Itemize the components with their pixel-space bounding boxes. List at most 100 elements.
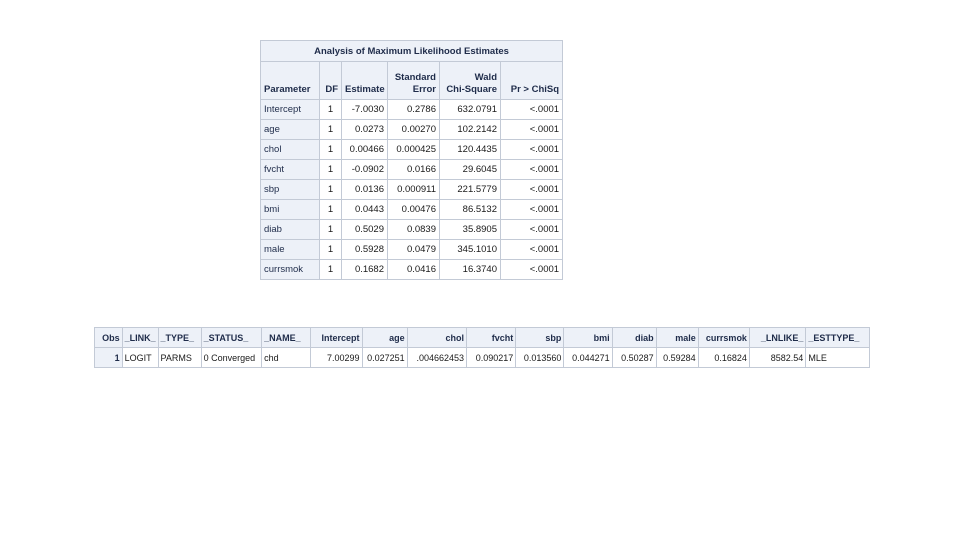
std-error-label-line2: Error — [412, 84, 436, 95]
col-header-link: _LINK_ — [121, 327, 159, 348]
table-row: age 1 0.0273 0.00270 102.2142 <.0001 — [260, 119, 564, 140]
col-header-diab: diab — [611, 327, 657, 348]
cell-parameter: age — [260, 119, 320, 140]
col-header-esttype: _ESTTYPE_ — [805, 327, 870, 348]
cell-std-error: 0.00476 — [387, 199, 440, 220]
col-header-male: male — [655, 327, 699, 348]
col-header-chol: chol — [406, 327, 468, 348]
cell-parameter: currsmok — [260, 259, 320, 280]
cell-df: 1 — [319, 159, 342, 180]
cell-estimate: 0.00466 — [341, 139, 388, 160]
cell-std-error: 0.0839 — [387, 219, 440, 240]
cell-df: 1 — [319, 179, 342, 200]
cell-df: 1 — [319, 99, 342, 120]
table-row: 1 LOGIT PARMS 0 Converged chd 7.00299 0.… — [94, 347, 870, 368]
cell-pvalue: <.0001 — [499, 199, 564, 220]
col-header-sbp: sbp — [515, 327, 565, 348]
cell-name: chd — [261, 347, 312, 368]
col-header-currsmok: currsmok — [697, 327, 750, 348]
cell-std-error: 0.000425 — [387, 139, 440, 160]
cell-link: LOGIT — [121, 347, 159, 368]
cell-pvalue: <.0001 — [499, 239, 564, 260]
cell-std-error: 0.0166 — [387, 159, 440, 180]
cell-estimate: 0.0136 — [341, 179, 388, 200]
cell-sbp: 0.013560 — [515, 347, 565, 368]
cell-pvalue: <.0001 — [499, 119, 564, 140]
cell-chisq: 16.3740 — [439, 259, 501, 280]
cell-pvalue: <.0001 — [499, 139, 564, 160]
col-header-status: _STATUS_ — [200, 327, 263, 348]
col-header-type: _TYPE_ — [157, 327, 202, 348]
cell-df: 1 — [319, 199, 342, 220]
cell-estimate: 0.1682 — [341, 259, 388, 280]
cell-type: PARMS — [157, 347, 202, 368]
cell-estimate: -7.0030 — [341, 99, 388, 120]
parameter-dataset-table: Obs _LINK_ _TYPE_ _STATUS_ _NAME_ Interc… — [94, 327, 870, 368]
col-header-df: DF — [319, 61, 342, 100]
col-header-lnlike: _LNLIKE_ — [748, 327, 807, 348]
std-error-label-line1: Standard — [394, 72, 436, 83]
cell-diab: 0.50287 — [611, 347, 657, 368]
cell-status: 0 Converged — [200, 347, 263, 368]
cell-pvalue: <.0001 — [499, 159, 564, 180]
col-header-obs: Obs — [94, 327, 123, 348]
cell-df: 1 — [319, 259, 342, 280]
cell-estimate: 0.5928 — [341, 239, 388, 260]
col-header-fvcht: fvcht — [466, 327, 517, 348]
col-header-wald-chisq: Wald Chi-Square — [439, 61, 501, 100]
cell-parameter: male — [260, 239, 320, 260]
cell-lnlike: 8582.54 — [748, 347, 807, 368]
cell-df: 1 — [319, 139, 342, 160]
cell-chisq: 29.6045 — [439, 159, 501, 180]
cell-pvalue: <.0001 — [499, 259, 564, 280]
col-header-name: _NAME_ — [261, 327, 312, 348]
cell-pvalue: <.0001 — [499, 99, 564, 120]
cell-parameter: fvcht — [260, 159, 320, 180]
cell-intercept: 7.00299 — [310, 347, 363, 368]
table-row: diab 1 0.5029 0.0839 35.8905 <.0001 — [260, 219, 564, 240]
cell-chisq: 120.4435 — [439, 139, 501, 160]
table-row: male 1 0.5928 0.0479 345.1010 <.0001 — [260, 239, 564, 260]
col-header-std-error: Standard Error — [387, 61, 440, 100]
mle-estimates-table: Analysis of Maximum Likelihood Estimates… — [259, 40, 564, 280]
cell-parameter: bmi — [260, 199, 320, 220]
wald-label-line2: Chi-Square — [446, 84, 497, 95]
table-row: sbp 1 0.0136 0.000911 221.5779 <.0001 — [260, 179, 564, 200]
table-row: currsmok 1 0.1682 0.0416 16.3740 <.0001 — [260, 259, 564, 280]
cell-male: 0.59284 — [655, 347, 699, 368]
col-header-estimate: Estimate — [341, 61, 388, 100]
cell-currsmok: 0.16824 — [697, 347, 750, 368]
cell-parameter: diab — [260, 219, 320, 240]
cell-age: 0.027251 — [361, 347, 408, 368]
dataset-header-row: Obs _LINK_ _TYPE_ _STATUS_ _NAME_ Interc… — [94, 327, 870, 348]
cell-obs: 1 — [94, 347, 123, 368]
table-row: chol 1 0.00466 0.000425 120.4435 <.0001 — [260, 139, 564, 160]
cell-parameter: chol — [260, 139, 320, 160]
cell-std-error: 0.2786 — [387, 99, 440, 120]
col-header-parameter: Parameter — [260, 61, 320, 100]
cell-estimate: 0.5029 — [341, 219, 388, 240]
wald-label-line1: Wald — [474, 72, 497, 83]
cell-parameter: Intercept — [260, 99, 320, 120]
col-header-intercept: Intercept — [310, 327, 363, 348]
table-row: fvcht 1 -0.0902 0.0166 29.6045 <.0001 — [260, 159, 564, 180]
col-header-age: age — [361, 327, 408, 348]
cell-std-error: 0.0416 — [387, 259, 440, 280]
cell-pvalue: <.0001 — [499, 219, 564, 240]
table-row: bmi 1 0.0443 0.00476 86.5132 <.0001 — [260, 199, 564, 220]
col-header-bmi: bmi — [563, 327, 613, 348]
cell-fvcht: 0.090217 — [466, 347, 517, 368]
cell-df: 1 — [319, 119, 342, 140]
cell-estimate: 0.0443 — [341, 199, 388, 220]
cell-chisq: 86.5132 — [439, 199, 501, 220]
cell-df: 1 — [319, 239, 342, 260]
cell-estimate: 0.0273 — [341, 119, 388, 140]
cell-chisq: 632.0791 — [439, 99, 501, 120]
cell-std-error: 0.000911 — [387, 179, 440, 200]
mle-table-title: Analysis of Maximum Likelihood Estimates — [259, 40, 564, 62]
cell-std-error: 0.0479 — [387, 239, 440, 260]
cell-parameter: sbp — [260, 179, 320, 200]
col-header-pr-chisq: Pr > ChiSq — [499, 61, 564, 100]
cell-esttype: MLE — [805, 347, 870, 368]
table-row: Intercept 1 -7.0030 0.2786 632.0791 <.00… — [260, 99, 564, 120]
